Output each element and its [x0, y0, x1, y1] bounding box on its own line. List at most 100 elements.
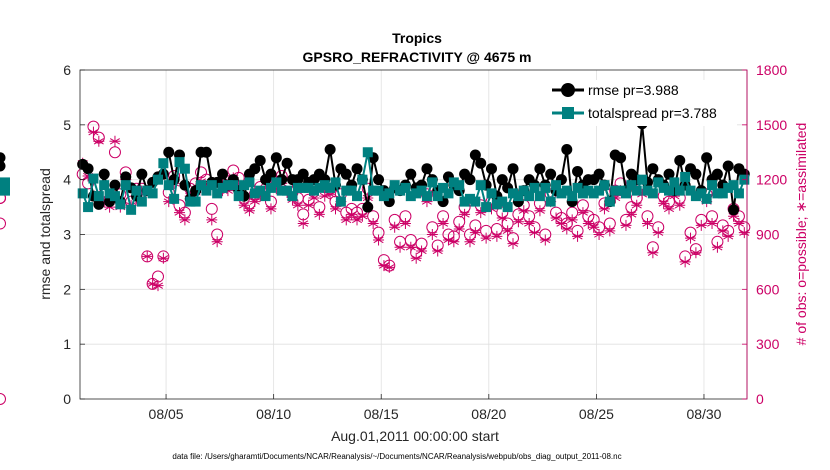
obs-assimilated-point	[93, 135, 105, 147]
rmse-point	[534, 163, 546, 175]
totalspread-point	[362, 147, 373, 158]
rmse-point	[421, 163, 433, 175]
totalspread-point	[647, 188, 658, 199]
obs-assimilated-point	[383, 261, 395, 273]
totalspread-point	[298, 182, 309, 193]
legend-spread-marker	[562, 107, 574, 119]
obs-assimilated-point	[550, 212, 562, 224]
obs-assimilated-point	[652, 227, 664, 239]
totalspread-point	[196, 180, 207, 191]
obs-assimilated-point	[674, 199, 686, 211]
obs-assimilated-point	[399, 218, 411, 230]
y-tick-label: 2	[63, 281, 71, 297]
obs-assimilated-point	[507, 238, 519, 250]
totalspread-point	[717, 188, 728, 199]
obs-assimilated-point	[663, 203, 675, 215]
obs-assimilated-point	[405, 241, 417, 253]
totalspread-point	[190, 196, 201, 207]
obs-assimilated-point	[572, 230, 584, 242]
obs-assimilated-point	[432, 245, 444, 257]
y-tick-label: 1	[63, 336, 71, 352]
rmse-point	[324, 144, 336, 156]
x-axis-label: Aug.01,2011 00:00:00 start	[331, 428, 499, 444]
obs-assimilated-point	[685, 232, 697, 244]
x-tick-label: 08/05	[149, 406, 184, 422]
totalspread-point	[308, 185, 319, 196]
obs-assimilated-point	[297, 218, 309, 230]
totalspread-point	[109, 191, 120, 202]
totalspread-point	[508, 188, 519, 199]
rmse-point	[722, 160, 734, 172]
obs-assimilated-point	[641, 218, 653, 230]
obs-assimilated-point	[647, 247, 659, 259]
rmse-point	[405, 168, 417, 180]
obs-assimilated-point	[582, 218, 594, 230]
totalspread-point	[233, 191, 244, 202]
rmse-point	[340, 168, 352, 180]
totalspread-point	[443, 188, 454, 199]
totalspread-point	[583, 185, 594, 196]
totalspread-point	[577, 188, 588, 199]
rmse-point	[647, 163, 659, 175]
x-tick-label: 08/30	[686, 406, 721, 422]
obs-possible-point	[0, 217, 6, 230]
obs-assimilated-point	[711, 241, 723, 253]
obs-assimilated-point	[308, 192, 320, 204]
obs-assimilated-point	[534, 205, 546, 217]
obs-assimilated-point	[378, 260, 390, 272]
rmse-point	[663, 168, 675, 180]
obs-assimilated-point	[394, 241, 406, 253]
obs-assimilated-point	[442, 234, 454, 246]
totalspread-point	[0, 185, 10, 196]
rmse-point	[674, 154, 686, 166]
totalspread-point	[115, 199, 126, 210]
rmse-point	[0, 152, 6, 164]
obs-assimilated-point	[346, 208, 358, 220]
totalspread-point	[0, 177, 10, 188]
totalspread-point	[497, 196, 508, 207]
totalspread-point	[626, 180, 637, 191]
totalspread-point	[395, 185, 406, 196]
totalspread-point	[421, 191, 432, 202]
obs-assimilated-point	[658, 197, 670, 209]
y-right-tick-label: 1200	[756, 172, 787, 188]
totalspread-point	[158, 158, 169, 169]
totalspread-point	[534, 191, 545, 202]
obs-assimilated-point	[502, 225, 514, 237]
totalspread-point	[287, 191, 298, 202]
obs-assimilated-point	[265, 203, 277, 215]
obs-possible-point	[0, 191, 6, 204]
rmse-point	[0, 160, 6, 172]
totalspread-point	[529, 182, 540, 193]
obs-assimilated-point	[270, 183, 282, 195]
totalspread-point	[464, 193, 475, 204]
legend-rmse-marker	[561, 83, 575, 97]
totalspread-point	[142, 185, 153, 196]
x-tick-label: 08/10	[256, 406, 291, 422]
obs-assimilated-point	[609, 192, 621, 204]
totalspread-point	[556, 188, 567, 199]
totalspread-point	[518, 185, 529, 196]
rmse-point	[98, 168, 110, 180]
totalspread-point	[314, 182, 325, 193]
totalspread-point	[249, 188, 260, 199]
obs-assimilated-point	[604, 225, 616, 237]
totalspread-point	[179, 163, 190, 174]
totalspread-point	[303, 182, 314, 193]
obs-assimilated-point	[738, 227, 750, 239]
obs-assimilated-point	[523, 218, 535, 230]
obs-assimilated-point	[529, 227, 541, 239]
obs-assimilated-point	[733, 218, 745, 230]
obs-assimilated-point	[722, 230, 734, 242]
obs-assimilated-point	[179, 214, 191, 226]
totalspread-point	[411, 188, 422, 199]
obs-assimilated-point	[625, 208, 637, 220]
totalspread-point	[567, 191, 578, 202]
data-file-footnote: data file: /Users/gharamti/Documents/NCA…	[172, 452, 621, 461]
totalspread-point	[551, 180, 562, 191]
rmse-point	[297, 168, 309, 180]
obs-assimilated-point	[480, 232, 492, 244]
obs-assimilated-point	[416, 245, 428, 257]
legend-spread-label: totalspread pr=3.788	[588, 105, 717, 121]
obs-assimilated-point	[598, 203, 610, 215]
